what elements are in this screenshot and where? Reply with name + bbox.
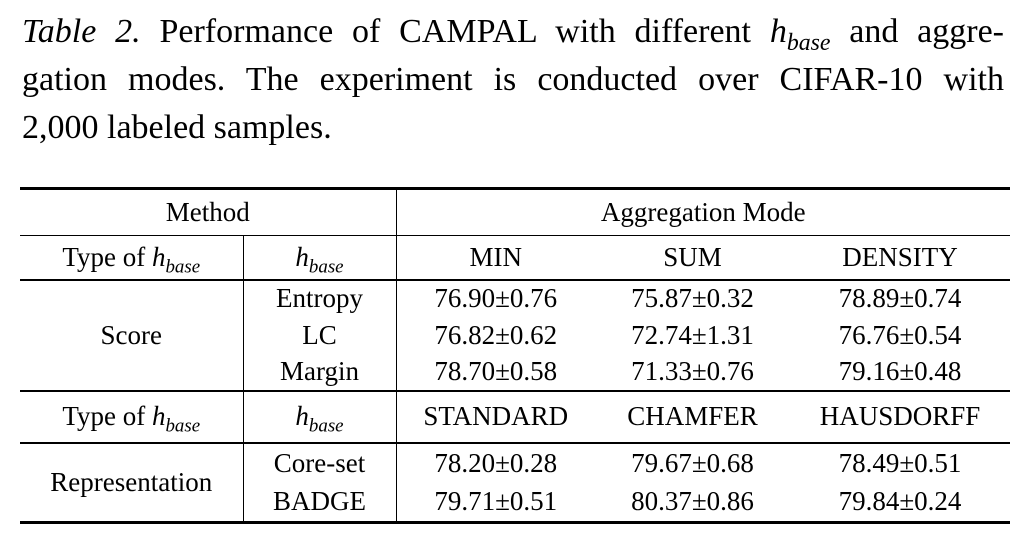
header-method: Method	[20, 188, 397, 236]
value-cell: 72.74±1.31	[631, 319, 754, 350]
header-density: DENSITY	[790, 235, 1011, 281]
hbase-math: hbase	[295, 401, 344, 437]
hbase-math: hbase	[151, 401, 201, 437]
header-type-of-hbase: Type of hbase	[20, 235, 244, 281]
value-cell: 79.71±0.51	[434, 486, 558, 517]
hbase-math: hbase	[295, 241, 344, 278]
caption-line-1: Table 2. Performance of CAMPAL with diff…	[22, 8, 1004, 56]
caption-text-post: and aggre-	[849, 13, 1005, 50]
table-row-badge: BADGE 79.71±0.51 80.37±0.86 79.84±0.24	[20, 482, 1010, 523]
value-cell: 71.33±0.76	[595, 353, 790, 392]
header-type-of-hbase: Type of hbase	[20, 390, 244, 444]
header-chamfer: CHAMFER	[595, 390, 790, 444]
header-aggregation-mode: Aggregation Mode	[396, 188, 1011, 236]
results-table-container: Method Aggregation Mode Type of hbase hb…	[20, 187, 1011, 524]
group-label-score: Score	[20, 279, 244, 392]
value-cell: 78.20±0.28	[434, 447, 558, 478]
caption-line-3: 2,000 labeled samples.	[22, 109, 332, 146]
row-label-entropy: Entropy	[243, 279, 397, 317]
value-cell: 79.84±0.24	[838, 486, 962, 517]
table-row-coreset: Representation Core-set 78.20±0.28 79.67…	[20, 442, 1010, 523]
value-cell: 75.87±0.32	[631, 283, 754, 313]
table-row-margin: Margin 78.70±0.58 71.33±0.76 79.16±0.48	[20, 353, 1011, 392]
value-cell: 80.37±0.86	[631, 486, 754, 517]
hbase-math: hbase	[769, 13, 831, 56]
results-table: Method Aggregation Mode Type of hbase hb…	[20, 187, 1011, 524]
header-min: MIN	[396, 235, 595, 281]
row-label-coreset: Core-set	[243, 442, 397, 483]
value-cell: 78.49±0.51	[838, 447, 962, 478]
value-cell: 76.82±0.62	[434, 319, 558, 350]
caption-line-2: gation modes. The experiment is conducte…	[22, 61, 1004, 98]
header-hbase: hbase	[243, 235, 397, 281]
table-row-entropy: Score Entropy 76.90±0.76 75.87±0.32 78.8…	[20, 279, 1010, 392]
header-sum: SUM	[595, 235, 790, 281]
value-cell: 76.76±0.54	[838, 319, 962, 350]
value-cell: 79.16±0.48	[790, 353, 1011, 392]
header-hausdorff: HAUSDORFF	[790, 390, 1011, 444]
value-cell: 79.67±0.68	[631, 447, 754, 478]
repr-header-row: Type of hbase hbase STANDARD CHAMFER HAU…	[20, 390, 1011, 444]
table-caption: Table 2. Performance of CAMPAL with diff…	[22, 8, 1004, 152]
value-cell: 78.89±0.74	[838, 283, 962, 313]
value-cell: 76.90±0.76	[434, 283, 558, 313]
header-standard: STANDARD	[396, 390, 595, 444]
score-header-row: Type of hbase hbase MIN SUM DENSITY	[20, 235, 1011, 281]
hbase-math: hbase	[151, 241, 201, 278]
caption-text-pre: Performance of CAMPAL with different	[159, 13, 751, 50]
row-label-margin: Margin	[243, 353, 397, 392]
caption-label: Table 2.	[22, 13, 141, 50]
row-label-badge: BADGE	[243, 482, 397, 523]
group-label-representation: Representation	[20, 442, 244, 523]
group-header-row: Method Aggregation Mode	[20, 188, 1011, 236]
table-row-lc: LC 76.82±0.62 72.74±1.31 76.76±0.54	[20, 316, 1010, 354]
header-hbase: hbase	[243, 390, 397, 444]
value-cell: 78.70±0.58	[396, 353, 595, 392]
row-label-lc: LC	[243, 316, 397, 354]
